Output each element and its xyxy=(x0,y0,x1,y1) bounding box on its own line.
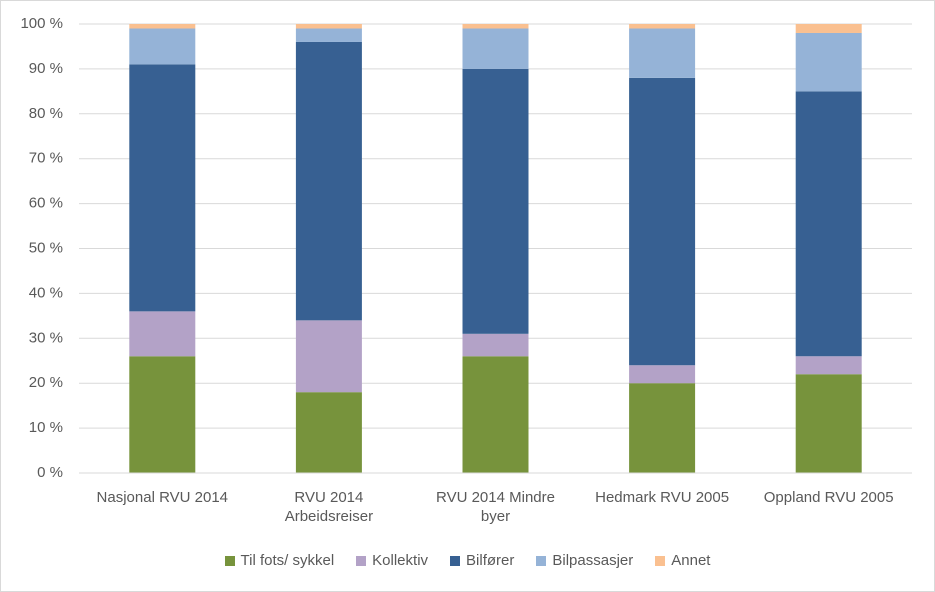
legend-swatch xyxy=(356,555,367,566)
bar-segment xyxy=(629,28,696,78)
legend-swatch xyxy=(224,555,235,566)
bar-segment xyxy=(795,374,862,473)
bar-segment xyxy=(462,68,529,334)
x-tick-label: RVU 2014 Mindre byer xyxy=(436,489,555,525)
x-tick-label: Oppland RVU 2005 xyxy=(763,489,894,506)
bar-segment xyxy=(629,24,696,29)
legend-label: Til fots/ sykkel xyxy=(240,552,335,569)
y-tick-label: 80 % xyxy=(29,105,63,122)
bar-segment xyxy=(295,24,362,29)
bar-segment xyxy=(295,28,362,42)
y-tick-label: 40 % xyxy=(29,284,63,301)
bar-segment xyxy=(295,41,362,321)
legend-swatch xyxy=(536,555,547,566)
bar-segment xyxy=(462,356,529,473)
legend-item: Bilpassasjer xyxy=(536,552,633,569)
legend-item: Bilfører xyxy=(450,552,514,569)
legend-item: Kollektiv xyxy=(356,552,428,569)
legend-swatch xyxy=(450,555,461,566)
bar-segment xyxy=(129,311,196,357)
bar-segment xyxy=(462,28,529,69)
bar-segment xyxy=(129,356,196,473)
x-tick-label: Hedmark RVU 2005 xyxy=(595,489,730,506)
x-tick-label: Nasjonal RVU 2014 xyxy=(96,489,229,506)
y-tick-label: 50 % xyxy=(29,239,63,256)
bar-segment xyxy=(629,365,696,384)
legend-item: Annet xyxy=(655,552,710,569)
legend: Til fots/ sykkel Kollektiv Bilfører Bilpass… xyxy=(1,552,934,569)
y-tick-label: 100 % xyxy=(20,15,63,32)
y-tick-label: 20 % xyxy=(29,374,63,391)
y-tick-label: 10 % xyxy=(29,419,63,436)
bar-segment xyxy=(795,356,862,375)
bar-segment xyxy=(629,77,696,366)
legend-label: Bilfører xyxy=(466,552,515,569)
bar-segment xyxy=(462,24,529,29)
bar-segment xyxy=(629,383,696,473)
y-tick-label: 90 % xyxy=(29,60,63,77)
y-tick-label: 30 % xyxy=(29,329,63,346)
bar-segment xyxy=(295,320,362,393)
y-tick-label: 0 % xyxy=(37,464,63,481)
bar-segment xyxy=(795,24,862,33)
bar-segment xyxy=(462,333,529,357)
bar-segment xyxy=(129,64,196,312)
bar-segment xyxy=(129,24,196,29)
bar-segment xyxy=(795,32,862,92)
legend-label: Bilpassasjer xyxy=(552,552,634,569)
legend-label: Annet xyxy=(671,552,711,569)
y-tick-label: 60 % xyxy=(29,195,63,212)
x-tick-label: RVU 2014 Arbeidsreiser xyxy=(284,489,374,525)
bar-segment xyxy=(295,392,362,473)
y-tick-label: 70 % xyxy=(29,150,63,167)
legend-item: Til fots/ sykkel xyxy=(224,552,335,569)
bar-segment xyxy=(795,91,862,357)
legend-label: Kollektiv xyxy=(372,552,429,569)
bar-segment xyxy=(129,28,196,65)
legend-swatch xyxy=(655,555,666,566)
